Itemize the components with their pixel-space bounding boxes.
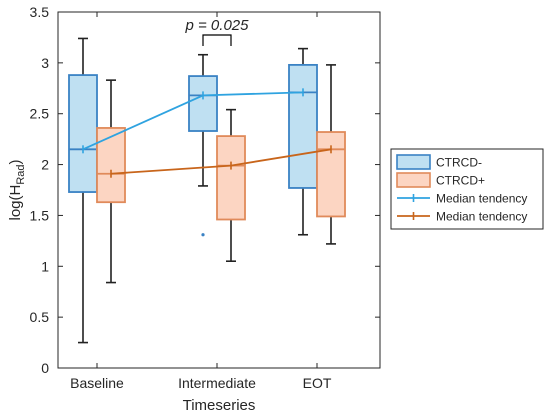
box-iqr: [96, 127, 126, 204]
legend-item: CTRCD+: [396, 172, 485, 188]
legend: CTRCD- CTRCD+ Median tendency Median tenden…: [390, 148, 544, 230]
median-tendency-lines: [82, 88, 332, 178]
x-axis-label: Timeseries: [183, 397, 256, 414]
y-axis-label-close: ): [7, 159, 24, 164]
y-tick-label: 3: [41, 55, 49, 71]
y-tick-label: 1.5: [30, 207, 50, 223]
legend-label: Median tendency: [436, 192, 527, 206]
box-CTRCD--Intermediate: [188, 53, 218, 237]
significance-annotation: p = 0.025: [185, 17, 250, 46]
legend-item: Median tendency: [397, 210, 527, 224]
y-tick-label: 0: [41, 360, 49, 376]
x-tick-label: Intermediate: [178, 375, 256, 391]
x-tick-label: EOT: [303, 375, 332, 391]
outlier-point: [201, 233, 205, 237]
y-axis-label: log(HRad): [7, 159, 27, 220]
y-tick-label: 2.5: [30, 106, 50, 122]
axes: 0 0.5 1 1.5 2 2.5 3 3.5 Baseline Intermediate EOT: [30, 4, 381, 391]
x-tick-label: Baseline: [70, 375, 124, 391]
y-tick-label: 1: [41, 258, 49, 274]
box-iqr: [216, 135, 246, 221]
legend-label: CTRCD+: [436, 174, 485, 188]
y-axis-label-subscript: Rad: [15, 164, 27, 184]
legend-item: CTRCD-: [396, 154, 482, 170]
p-value-label: p = 0.025: [185, 17, 250, 34]
legend-label: CTRCD-: [436, 156, 482, 170]
legend-swatch: [396, 154, 431, 170]
box-iqr: [288, 63, 318, 189]
y-tick-label: 3.5: [30, 4, 50, 20]
box-iqr: [68, 74, 98, 193]
box-CTRCD+-EOT: [316, 64, 346, 245]
y-tick-label: 2: [41, 157, 49, 173]
box-CTRCD--Baseline: [68, 37, 98, 344]
significance-bracket: [202, 34, 232, 46]
plot-area-frame: [57, 11, 381, 369]
box-iqr: [316, 131, 346, 218]
box-CTRCD+-Baseline: [96, 79, 126, 284]
box-CTRCD+-Intermediate: [216, 108, 246, 263]
y-axis-label-main: log(H: [7, 185, 24, 221]
box-CTRCD--EOT: [288, 47, 318, 236]
legend-swatch: [396, 172, 431, 188]
box-iqr: [188, 75, 218, 132]
legend-label: Median tendency: [436, 210, 527, 224]
box-plots: [68, 37, 346, 344]
y-tick-label: 0.5: [30, 309, 50, 325]
legend-item: Median tendency: [397, 192, 527, 206]
